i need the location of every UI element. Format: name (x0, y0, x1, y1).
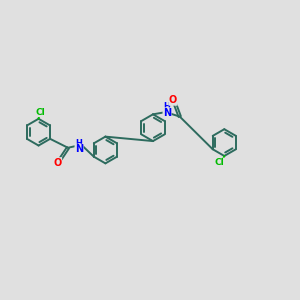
Text: H: H (76, 139, 82, 148)
Text: N: N (75, 144, 83, 154)
Text: N: N (163, 108, 171, 118)
Text: H: H (164, 102, 170, 111)
Text: Cl: Cl (36, 108, 46, 117)
Text: O: O (169, 95, 177, 105)
Text: O: O (53, 158, 62, 168)
Text: Cl: Cl (215, 158, 225, 167)
